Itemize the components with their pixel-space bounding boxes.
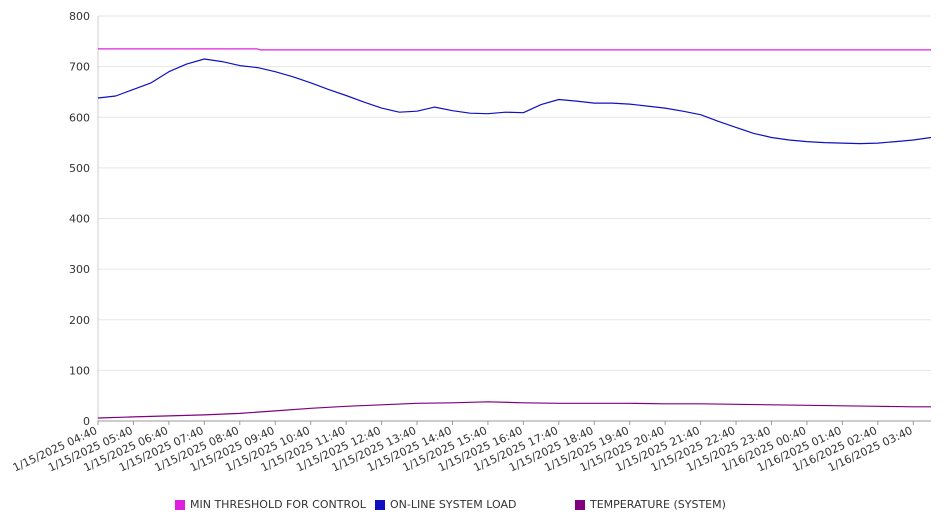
y-tick-label-300: 300 [69,263,90,276]
series-line-temperature-system [97,401,931,419]
y-tick-label-400: 400 [69,213,90,226]
y-tick-label-600: 600 [69,111,90,124]
legend-label-temperature: TEMPERATURE (SYSTEM) [590,498,726,511]
line-chart: 0 100 200 300 400 500 600 700 800 1/15/2025 04:4… [11,10,932,474]
gridlines [98,15,931,371]
y-axis: 0 100 200 300 400 500 600 700 800 [69,10,99,428]
legend-swatch-temperature [575,499,585,510]
legend-swatch-min-threshold [175,499,185,510]
series-lines [97,48,932,419]
series-line-on-line-system-load [97,58,932,145]
y-tick-label-700: 700 [69,61,90,74]
y-tick-label-500: 500 [69,162,90,175]
y-tick-label-200: 200 [69,314,90,327]
legend: MIN THRESHOLD FOR CONTROL ON-LINE SYSTEM… [0,498,946,514]
y-tick-label-800: 800 [69,10,90,23]
legend-item-system-load[interactable]: ON-LINE SYSTEM LOAD [375,498,516,511]
y-tick-label-0: 0 [83,415,90,428]
series-line-min-threshold-for-control [98,48,931,51]
x-axis: 1/15/2025 04:401/15/2025 05:401/15/2025 … [11,420,931,474]
legend-item-min-threshold[interactable]: MIN THRESHOLD FOR CONTROL [175,498,366,511]
legend-item-temperature[interactable]: TEMPERATURE (SYSTEM) [575,498,726,511]
legend-label-min-threshold: MIN THRESHOLD FOR CONTROL [190,498,366,511]
legend-label-system-load: ON-LINE SYSTEM LOAD [390,498,517,511]
y-tick-label-100: 100 [69,364,90,377]
legend-swatch-system-load [375,499,385,510]
